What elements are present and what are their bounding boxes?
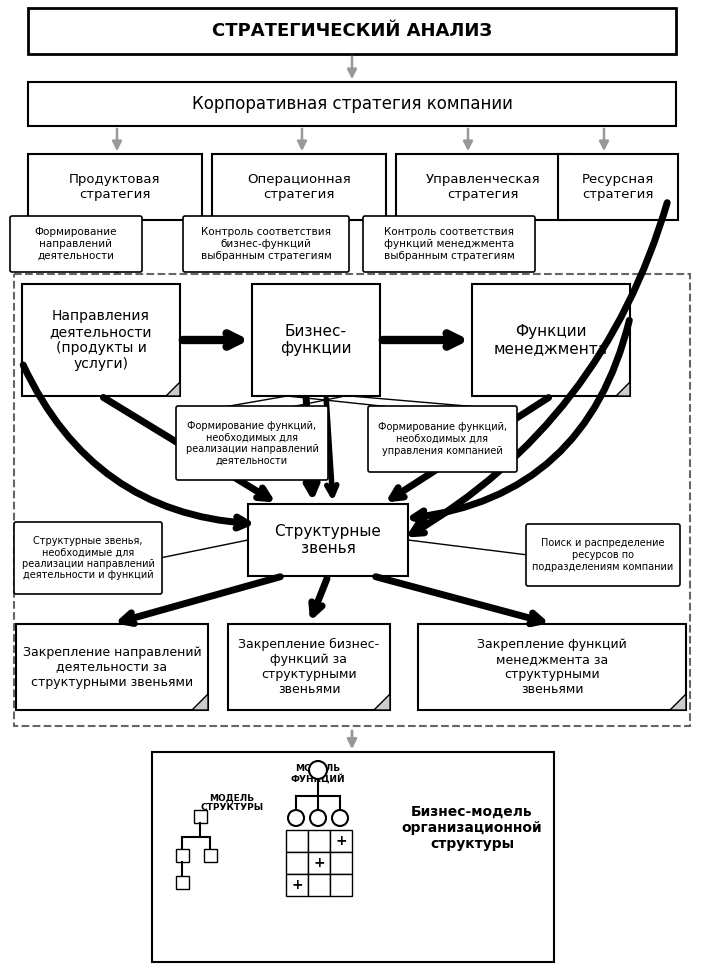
Text: +: + [291, 878, 303, 892]
FancyBboxPatch shape [286, 852, 308, 874]
Text: МОДЕЛЬ
СТРУКТУРЫ: МОДЕЛЬ СТРУКТУРЫ [200, 793, 264, 812]
Circle shape [288, 810, 304, 826]
Text: СТРАТЕГИЧЕСКИЙ АНАЛИЗ: СТРАТЕГИЧЕСКИЙ АНАЛИЗ [212, 22, 492, 40]
Circle shape [332, 810, 348, 826]
FancyBboxPatch shape [308, 852, 330, 874]
Text: Закрепление функций
менеджмента за
структурными
звеньями: Закрепление функций менеджмента за струк… [477, 638, 627, 696]
Text: +: + [335, 834, 347, 848]
FancyBboxPatch shape [176, 876, 188, 889]
FancyBboxPatch shape [28, 8, 676, 54]
Text: Операционная
стратегия: Операционная стратегия [247, 173, 351, 201]
FancyBboxPatch shape [183, 216, 349, 272]
Text: Ресурсная
стратегия: Ресурсная стратегия [582, 173, 654, 201]
FancyBboxPatch shape [396, 154, 570, 220]
FancyBboxPatch shape [418, 624, 686, 710]
Text: Структурные
звенья: Структурные звенья [274, 523, 381, 557]
FancyBboxPatch shape [526, 524, 680, 586]
FancyBboxPatch shape [308, 830, 330, 852]
FancyBboxPatch shape [14, 522, 162, 594]
FancyBboxPatch shape [28, 82, 676, 126]
Text: Бизнес-
функции: Бизнес- функции [281, 323, 352, 356]
Text: Управленческая
стратегия: Управленческая стратегия [426, 173, 540, 201]
FancyBboxPatch shape [228, 624, 390, 710]
Text: Поиск и распределение
ресурсов по
подразделениям компании: Поиск и распределение ресурсов по подраз… [532, 538, 673, 571]
FancyBboxPatch shape [28, 154, 202, 220]
Polygon shape [166, 382, 180, 396]
Text: Структурные звенья,
необходимые для
реализации направлений
деятельности и функци: Структурные звенья, необходимые для реал… [22, 536, 154, 580]
Text: Корпоративная стратегия компании: Корпоративная стратегия компании [192, 95, 513, 113]
FancyBboxPatch shape [248, 504, 408, 576]
Text: Формирование функций,
необходимых для
управления компанией: Формирование функций, необходимых для уп… [378, 422, 507, 456]
FancyBboxPatch shape [558, 154, 678, 220]
FancyBboxPatch shape [330, 852, 352, 874]
FancyBboxPatch shape [472, 284, 630, 396]
Text: Формирование
направлений
деятельности: Формирование направлений деятельности [35, 227, 117, 261]
Circle shape [309, 761, 327, 779]
FancyBboxPatch shape [286, 874, 308, 896]
Polygon shape [670, 694, 686, 710]
FancyBboxPatch shape [176, 849, 188, 862]
Text: Продуктовая
стратегия: Продуктовая стратегия [69, 173, 161, 201]
Text: Бизнес-модель
организационной
структуры: Бизнес-модель организационной структуры [402, 805, 542, 852]
FancyBboxPatch shape [16, 624, 208, 710]
FancyBboxPatch shape [22, 284, 180, 396]
Polygon shape [616, 382, 630, 396]
Text: Направления
деятельности
(продукты и
услуги): Направления деятельности (продукты и усл… [50, 309, 152, 371]
Text: Закрепление бизнес-
функций за
структурными
звеньями: Закрепление бизнес- функций за структурн… [238, 638, 379, 696]
Text: Закрепление направлений
деятельности за
структурными звеньями: Закрепление направлений деятельности за … [23, 646, 202, 689]
Text: МОДЕЛЬ
ФУНКЦИЙ: МОДЕЛЬ ФУНКЦИЙ [290, 763, 345, 783]
Text: Контроль соответствия
бизнес-функций
выбранным стратегиям: Контроль соответствия бизнес-функций выб… [201, 227, 331, 261]
FancyBboxPatch shape [330, 830, 352, 852]
Circle shape [310, 810, 326, 826]
Text: Формирование функций,
необходимых для
реализации направлений
деятельности: Формирование функций, необходимых для ре… [185, 420, 319, 466]
Polygon shape [192, 694, 208, 710]
FancyBboxPatch shape [368, 406, 517, 472]
FancyBboxPatch shape [286, 830, 308, 852]
Polygon shape [374, 694, 390, 710]
FancyBboxPatch shape [308, 874, 330, 896]
Text: Контроль соответствия
функций менеджмента
выбранным стратегиям: Контроль соответствия функций менеджмент… [384, 227, 515, 261]
FancyBboxPatch shape [10, 216, 142, 272]
Text: +: + [313, 856, 325, 870]
Text: Функции
менеджмента: Функции менеджмента [494, 323, 608, 356]
FancyBboxPatch shape [330, 874, 352, 896]
FancyBboxPatch shape [176, 406, 328, 480]
FancyBboxPatch shape [252, 284, 380, 396]
FancyBboxPatch shape [193, 810, 207, 823]
FancyBboxPatch shape [212, 154, 386, 220]
FancyBboxPatch shape [363, 216, 535, 272]
FancyBboxPatch shape [204, 849, 216, 862]
FancyBboxPatch shape [152, 752, 554, 962]
